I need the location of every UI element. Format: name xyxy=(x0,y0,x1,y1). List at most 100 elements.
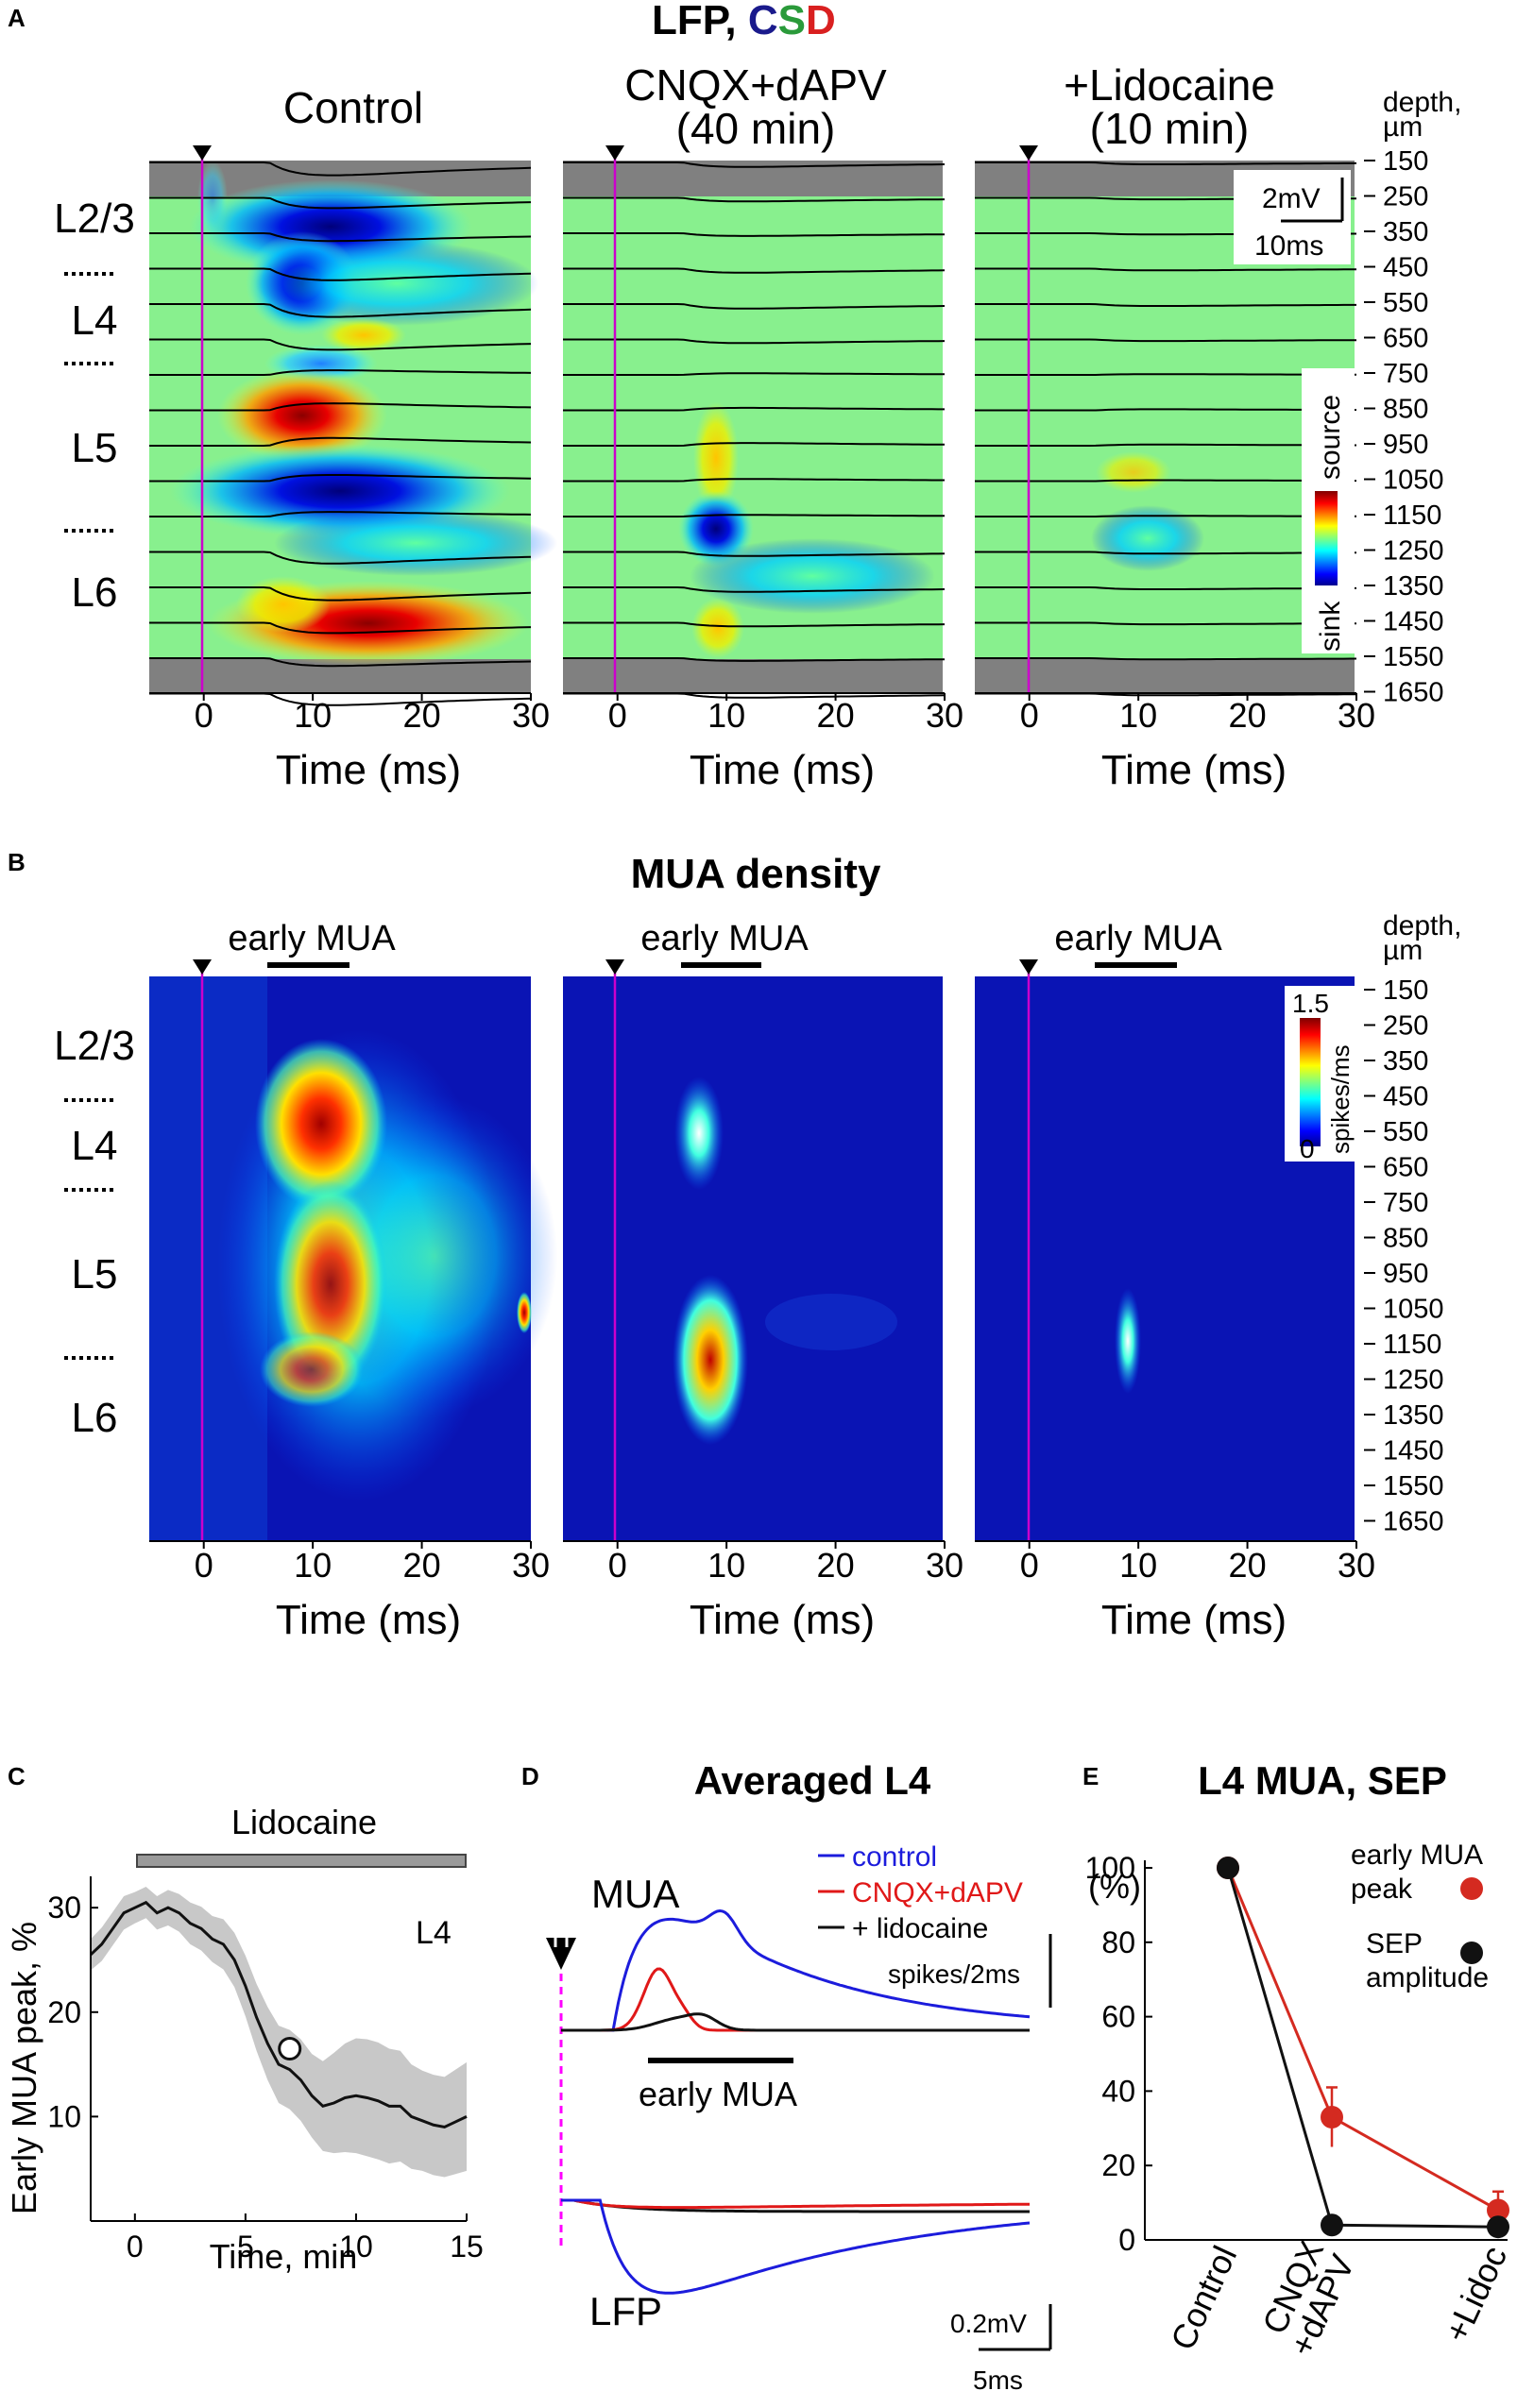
panel-c-ylabel: Early MUA peak, % xyxy=(5,1922,43,2214)
lfp-trace xyxy=(149,474,532,483)
lfp-trace xyxy=(975,479,1356,483)
depth-tick-label: 1450 xyxy=(1383,607,1444,637)
svg-text:peak: peak xyxy=(1351,1874,1413,1905)
panel-a-letter: A xyxy=(8,4,26,32)
time-tick-label: 20 xyxy=(403,1546,441,1585)
lfp-trace xyxy=(149,657,532,668)
lfp-trace xyxy=(563,232,946,237)
layer-label: L2/3 xyxy=(54,1023,135,1069)
lfp-trace xyxy=(563,196,946,203)
layer-label: L5 xyxy=(72,425,118,471)
depth-tick-label: 450 xyxy=(1383,253,1428,283)
y-tick-label: 10 xyxy=(47,2099,81,2133)
panel-b-title: MUA density xyxy=(631,851,881,897)
y-tick-label: 40 xyxy=(1101,2074,1135,2108)
layer-label: L6 xyxy=(72,1395,118,1441)
time-tick-label: 0 xyxy=(1020,1546,1039,1585)
panel-b-letter: B xyxy=(8,848,26,876)
svg-text:10ms: 10ms xyxy=(1254,230,1323,262)
svg-text:0.2mV: 0.2mV xyxy=(950,2309,1027,2338)
data-point xyxy=(1217,1857,1239,1879)
time-axis-label: Time (ms) xyxy=(690,747,875,793)
lfp-trace xyxy=(975,443,1356,447)
time-tick-label: 0 xyxy=(608,696,627,735)
time-tick-label: 30 xyxy=(1338,1546,1375,1585)
mua-colorbar: 1.5 0 spikes/ms xyxy=(1285,986,1355,1163)
data-point xyxy=(1487,2215,1509,2239)
time-tick-label: 30 xyxy=(1338,696,1375,735)
lfp-trace xyxy=(563,621,946,628)
lfp-trace xyxy=(149,436,532,447)
mua-heatmap-cnqx xyxy=(563,976,943,1541)
lfp-trace xyxy=(149,402,532,412)
lfp-trace xyxy=(149,369,532,376)
time-axis-label: Time (ms) xyxy=(1101,747,1287,793)
lfp-trace xyxy=(563,267,946,274)
depth-tick-label: 150 xyxy=(1383,146,1428,177)
category-label: Control xyxy=(1163,2240,1244,2356)
lfp-trace xyxy=(975,267,1356,272)
depth-tick-label: 250 xyxy=(1383,1011,1428,1042)
lfp-trace xyxy=(975,657,1356,661)
condition-title-control: Control xyxy=(283,83,423,132)
depth-tick-label: 850 xyxy=(1383,1224,1428,1254)
depth-tick-label: 650 xyxy=(1383,324,1428,354)
stimulus-markers-b xyxy=(193,959,1038,1541)
legend-control: control xyxy=(852,1841,937,1873)
depth-tick-label: 350 xyxy=(1383,1046,1428,1077)
lfp-trace xyxy=(149,161,532,177)
layer-label: L4 xyxy=(72,1123,118,1169)
lfp-trace xyxy=(149,338,532,351)
lfp-trace xyxy=(975,161,1356,165)
depth-unit: µm xyxy=(1383,935,1423,966)
time-tick-label: 10 xyxy=(1119,696,1157,735)
svg-text:1.5: 1.5 xyxy=(1292,989,1329,1018)
depth-tick-label: 450 xyxy=(1383,1082,1428,1112)
time-axis-label: Time (ms) xyxy=(690,1597,875,1643)
time-tick-label: 0 xyxy=(195,696,213,735)
depth-tick-label: 350 xyxy=(1383,217,1428,247)
category-label: +Lidoc xyxy=(1437,2240,1514,2348)
lfp-scale-bar: 2mV 10ms xyxy=(1234,170,1351,264)
panel-d-title: Averaged L4 xyxy=(694,1758,931,1803)
panel-c-chart: 0 5 10 15 10 20 30 xyxy=(47,1876,484,2264)
mua-lidocaine-trace xyxy=(561,2012,1030,2032)
time-tick-label: 20 xyxy=(403,696,441,735)
lfp-trace xyxy=(563,161,946,168)
time-tick-label: 30 xyxy=(926,1546,963,1585)
depth-tick-label: 250 xyxy=(1383,182,1428,212)
panel-d-early-label: early MUA xyxy=(639,2075,797,2113)
lfp-trace xyxy=(563,406,945,412)
csd-heatmap-control xyxy=(149,161,557,693)
panel-e-ylabel: (%) xyxy=(1088,1867,1141,1906)
y-tick-label: 20 xyxy=(1101,2148,1135,2182)
svg-text:spikes/2ms: spikes/2ms xyxy=(888,1959,1020,1989)
time-tick-label: 0 xyxy=(608,1546,627,1585)
depth-tick-label: 1550 xyxy=(1383,1471,1444,1501)
lidocaine-bar xyxy=(136,1854,467,1868)
lfp-trace xyxy=(563,514,946,517)
y-tick-label: 0 xyxy=(1118,2223,1135,2257)
depth-tick-label: 650 xyxy=(1383,1153,1428,1183)
condition-title-cnqx-time: (40 min) xyxy=(676,104,836,153)
depth-tick-label: 1650 xyxy=(1383,678,1444,708)
layer-label: L4 xyxy=(72,297,118,344)
svg-text:0: 0 xyxy=(1300,1134,1315,1163)
depth-tick-label: 550 xyxy=(1383,1117,1428,1147)
depth-header: depth, xyxy=(1383,87,1461,118)
time-tick-label: 20 xyxy=(817,1546,855,1585)
lfp-trace xyxy=(975,303,1356,307)
depth-tick-label: 550 xyxy=(1383,288,1428,318)
time-tick-label: 10 xyxy=(294,1546,332,1585)
condition-title-lidocaine: +Lidocaine xyxy=(1064,60,1275,110)
time-tick-label: 20 xyxy=(817,696,855,735)
svg-text:early MUA: early MUA xyxy=(1351,1840,1483,1871)
x-tick-label: 0 xyxy=(127,2230,144,2264)
depth-tick-label: 950 xyxy=(1383,1259,1428,1289)
lfp-trace xyxy=(149,621,532,635)
lfp-trace xyxy=(975,373,1356,376)
lfp-trace xyxy=(149,586,532,602)
legend-cnqx: CNQX+dAPV xyxy=(852,1877,1023,1908)
category-label: CNQX+dAPV xyxy=(1251,2234,1362,2362)
